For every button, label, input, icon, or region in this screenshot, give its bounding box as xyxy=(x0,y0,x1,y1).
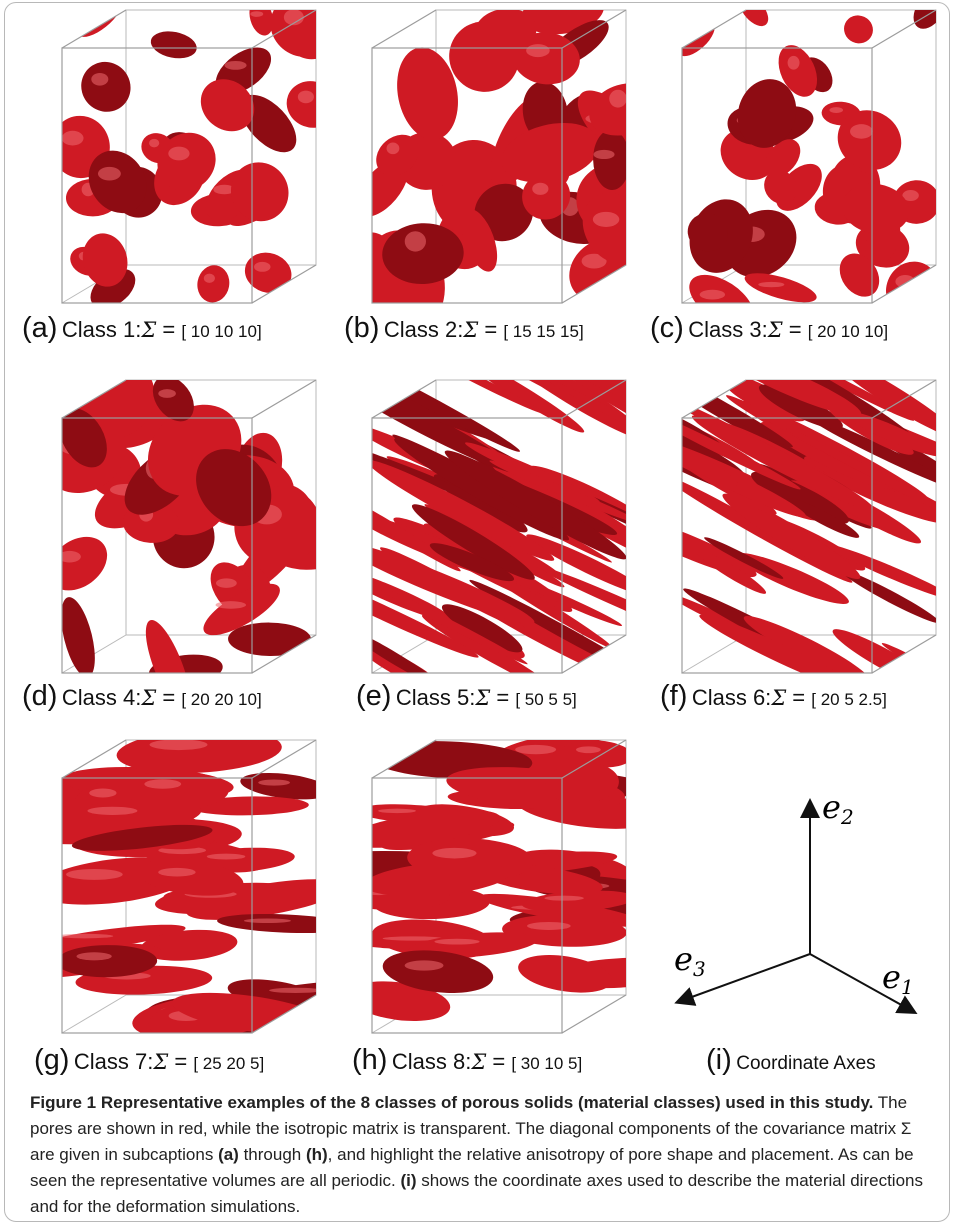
subcaption-matrix: [ 50 5 5] xyxy=(515,690,577,709)
subcaption-d: (d) Class 4:Σ = [ 20 20 10] xyxy=(22,680,262,712)
panel-g-image xyxy=(52,736,327,1036)
subcaption-letter: (e) xyxy=(356,680,392,712)
e1-subscript: 1 xyxy=(901,975,914,999)
subcaption-class: Class 6: xyxy=(691,685,772,710)
subcaption-matrix: [ 20 10 10] xyxy=(807,322,889,341)
panel-a-image xyxy=(52,6,327,306)
figure-caption-title: Figure 1 Representative examples of the … xyxy=(30,1093,874,1112)
e3-label: e xyxy=(674,940,693,978)
coordinate-axes-diagram: e2 e1 e3 xyxy=(660,760,940,1030)
svg-text:e1: e1 xyxy=(882,958,914,999)
panel-h-image xyxy=(362,736,637,1036)
subcaption-class: Class 1: xyxy=(61,317,142,342)
subcaption-f: (f) Class 6:Σ = [ 20 5 2.5] xyxy=(660,680,887,712)
subcaption-letter: (g) xyxy=(34,1044,70,1076)
e1-label: e xyxy=(882,958,901,996)
subcaption-a: (a) Class 1:Σ = [ 10 10 10] xyxy=(22,312,262,344)
subcaption-letter: (d) xyxy=(22,680,58,712)
e2-label: e xyxy=(822,788,841,826)
subcaption-c: (c) Class 3:Σ = [ 20 10 10] xyxy=(650,312,889,344)
subcaption-matrix: [ 15 15 15] xyxy=(503,322,584,341)
subcaption-i: (i) Coordinate Axes xyxy=(706,1044,876,1077)
e1-axis xyxy=(809,953,918,1014)
svg-text:e2: e2 xyxy=(822,788,854,829)
svg-text:e3: e3 xyxy=(674,940,706,981)
subcaption-letter: (a) xyxy=(22,312,58,344)
subcaption-class: Class 3: xyxy=(688,317,768,342)
subcaption-matrix: [ 25 20 5] xyxy=(193,1054,265,1073)
panel-d-image xyxy=(52,376,327,676)
subcaption-matrix: [ 30 10 5] xyxy=(511,1054,583,1073)
e2-subscript: 2 xyxy=(840,805,854,829)
subcaption-matrix: [ 20 20 10] xyxy=(181,690,262,709)
panel-e-image xyxy=(362,376,637,676)
subcaption-letter: (f) xyxy=(660,680,688,712)
panel-c-image xyxy=(672,6,947,306)
panel-f-image xyxy=(672,376,947,676)
subcaption-matrix: [ 20 5 2.5] xyxy=(811,690,887,709)
subcaption-class: Class 7: xyxy=(73,1049,154,1074)
subcaption-class: Class 4: xyxy=(61,685,142,710)
e3-axis xyxy=(674,953,811,1006)
subcaption-class: Class 5: xyxy=(395,685,476,710)
figure-caption: Figure 1 Representative examples of the … xyxy=(30,1093,923,1216)
subcaption-b: (b) Class 2:Σ = [ 15 15 15] xyxy=(344,312,584,344)
subcaption-matrix: [ 10 10 10] xyxy=(181,322,262,341)
subcaption-g: (g) Class 7:Σ = [ 25 20 5] xyxy=(34,1044,265,1076)
subcaption-letter: (i) xyxy=(706,1044,732,1076)
subcaption-h: (h) Class 8:Σ = [ 30 10 5] xyxy=(352,1044,583,1076)
subcaption-letter: (c) xyxy=(650,312,684,344)
subcaption-class: Class 8: xyxy=(391,1049,472,1074)
panel-b-image xyxy=(362,6,637,306)
e3-subscript: 3 xyxy=(693,957,706,981)
subcaption-class: Class 2: xyxy=(383,317,464,342)
subcaption-axes-label: Coordinate Axes xyxy=(736,1053,876,1074)
subcaption-letter: (h) xyxy=(352,1044,388,1076)
subcaption-e: (e) Class 5:Σ = [ 50 5 5] xyxy=(356,680,577,712)
figure-frame xyxy=(4,2,950,1222)
subcaption-letter: (b) xyxy=(344,312,380,344)
